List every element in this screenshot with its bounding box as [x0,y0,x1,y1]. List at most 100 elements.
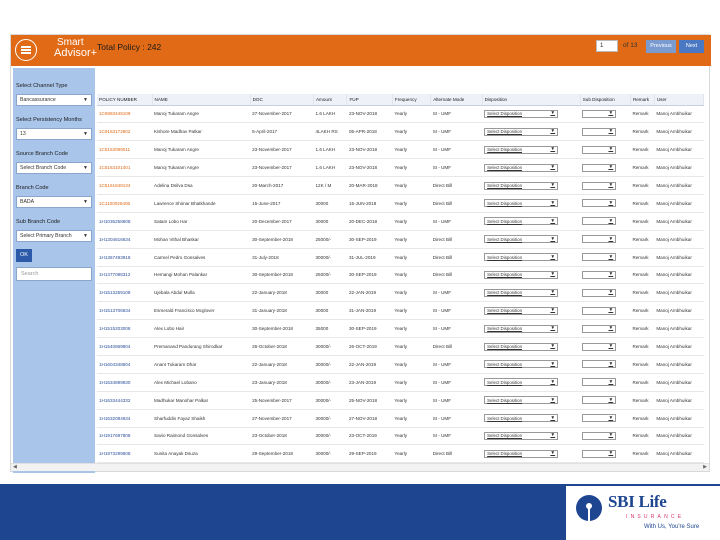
disposition-select[interactable]: Select Disposition ▼ [484,449,559,458]
table-row[interactable]: 1C1100026406 Lawrence Shimar Bhatkhande 15… [97,194,704,213]
remark-input[interactable]: Remark [630,427,655,446]
disposition-select[interactable]: Select Disposition ▼ [484,360,559,369]
remark-input[interactable]: Remark [630,266,655,285]
table-row[interactable]: 1H1513706634 Esmerald Francisco Mcglover 3… [97,301,704,321]
policy-number-cell[interactable]: 1H1632084934 [97,409,153,428]
policy-number-cell[interactable]: 1C1100026406 [97,194,153,213]
sub-disposition-select[interactable]: ▼ [582,360,617,369]
disposition-select[interactable]: Select Disposition ▼ [484,253,559,262]
next-button[interactable]: Next [679,40,704,53]
sub-disposition-select[interactable]: ▼ [582,306,617,315]
policy-number-cell[interactable]: 1H1604348604 [97,355,153,374]
table-row[interactable]: 1H1304816634 Mohan Vithal Bhaskar 30-Septe… [97,230,704,249]
table-row[interactable]: 1H1513259108 Ujebala Abdul Mulla 22-Januar… [97,283,704,303]
channel-type-select[interactable]: Bancassurance ▼ [16,94,92,106]
table-row[interactable]: 1C5163101401 Manoj Tukaram Angre 23-Novemb… [97,158,704,178]
disposition-select[interactable]: Select Disposition ▼ [484,199,559,208]
remark-input[interactable]: Remark [630,373,655,392]
search-input[interactable]: Search [16,267,92,281]
sub-disposition-select[interactable]: ▼ [582,342,617,351]
page-number-input[interactable]: 1 [596,40,618,52]
disposition-select[interactable]: Select Disposition ▼ [484,181,559,190]
previous-button[interactable]: Previous [646,40,676,53]
remark-input[interactable]: Remark [630,158,655,178]
sub-disposition-select[interactable]: ▼ [582,109,617,118]
ok-button[interactable]: OK [16,249,32,262]
table-row[interactable]: 1C5163089011 Manoj Tukaram Angre 23-Novemb… [97,140,704,160]
remark-input[interactable]: Remark [630,301,655,321]
scroll-left-icon[interactable]: ◀ [13,464,17,470]
persistency-months-select[interactable]: 13 ▼ [16,128,92,140]
disposition-select[interactable]: Select Disposition ▼ [484,396,559,405]
policy-number-cell[interactable]: 1C5163089011 [97,140,153,160]
table-row[interactable]: 1H1036258608 Satam Lobo Har 20-December-20… [97,212,704,231]
policy-number-cell[interactable]: 1H1634899930 [97,373,153,392]
sub-disposition-select[interactable]: ▼ [582,449,617,458]
policy-number-cell[interactable]: 1C6883448109 [97,105,153,124]
policy-number-cell[interactable]: 1H1917697808 [97,427,153,446]
table-row[interactable]: 1C9163172802 Kishore Madhav Patkar 5-April… [97,122,704,142]
policy-number-cell[interactable]: 1H1540869804 [97,337,153,356]
table-row[interactable]: 1H1540869804 Premanand Pandurang Shirodka… [97,337,704,356]
disposition-select[interactable]: Select Disposition ▼ [484,109,559,118]
table-row[interactable]: 1H1604348604 Anant Tukaram Dhar 22-January… [97,355,704,374]
policy-number-cell[interactable]: 1C9163172802 [97,122,153,142]
policy-number-cell[interactable]: 1H1304816634 [97,230,153,249]
table-row[interactable]: 1C5161848134 Adelina Dsilva Dsa 20-March-2… [97,176,704,195]
disposition-select[interactable]: Select Disposition ▼ [484,235,559,244]
policy-number-cell[interactable]: 1H1477088312 [97,266,153,285]
disposition-select[interactable]: Select Disposition ▼ [484,217,559,226]
remark-input[interactable]: Remark [630,212,655,231]
policy-number-cell[interactable]: 1H1633444332 [97,391,153,410]
sub-disposition-select[interactable]: ▼ [582,181,617,190]
remark-input[interactable]: Remark [630,248,655,267]
remark-input[interactable]: Remark [630,337,655,356]
sub-branch-select[interactable]: Select Primary Branch ▼ [16,230,92,242]
disposition-select[interactable]: Select Disposition ▼ [484,288,559,297]
policy-number-cell[interactable]: 1H1515203008 [97,319,153,339]
policy-number-cell[interactable]: 1H1973299608 [97,444,153,464]
disposition-select[interactable]: Select Disposition ▼ [484,163,559,172]
remark-input[interactable]: Remark [630,319,655,339]
remark-input[interactable]: Remark [630,283,655,303]
disposition-select[interactable]: Select Disposition ▼ [484,324,559,333]
table-row[interactable]: 1H1477088312 Hemangi Mohan Palankar 30-Sep… [97,266,704,285]
sub-disposition-select[interactable]: ▼ [582,396,617,405]
scroll-right-icon[interactable]: ▶ [703,464,707,470]
remark-input[interactable]: Remark [630,194,655,213]
sub-disposition-select[interactable]: ▼ [582,217,617,226]
table-row[interactable]: 1H1973299608 Sunita Anayak Dsuza 29-Septem… [97,444,704,464]
remark-input[interactable]: Remark [630,140,655,160]
sub-disposition-select[interactable]: ▼ [582,288,617,297]
sub-disposition-select[interactable]: ▼ [582,414,617,423]
table-row[interactable]: 1C6883448109 Manoj Tukaram Angre 27-Novemb… [97,105,704,124]
table-row[interactable]: 1H1367493918 Carmel Pedro Gonsalves 31-Jul… [97,248,704,267]
disposition-select[interactable]: Select Disposition ▼ [484,378,559,387]
disposition-select[interactable]: Select Disposition ▼ [484,431,559,440]
disposition-select[interactable]: Select Disposition ▼ [484,127,559,136]
disposition-select[interactable]: Select Disposition ▼ [484,306,559,315]
sub-disposition-select[interactable]: ▼ [582,270,617,279]
remark-input[interactable]: Remark [630,355,655,374]
disposition-select[interactable]: Select Disposition ▼ [484,270,559,279]
source-branch-select[interactable]: Select Branch Code ▼ [16,162,92,174]
sub-disposition-select[interactable]: ▼ [582,163,617,172]
disposition-select[interactable]: Select Disposition ▼ [484,145,559,154]
sub-disposition-select[interactable]: ▼ [582,199,617,208]
sub-disposition-select[interactable]: ▼ [582,127,617,136]
table-row[interactable]: 1H1632084934 Sharfuddin Fayaz Shaikh 27-No… [97,409,704,428]
disposition-select[interactable]: Select Disposition ▼ [484,414,559,423]
remark-input[interactable]: Remark [630,105,655,124]
table-row[interactable]: 1H1633444332 Madhukar Manohar Palkar 25-No… [97,391,704,410]
remark-input[interactable]: Remark [630,176,655,195]
remark-input[interactable]: Remark [630,122,655,142]
policy-number-cell[interactable]: 1H1513259108 [97,283,153,303]
sub-disposition-select[interactable]: ▼ [582,145,617,154]
remark-input[interactable]: Remark [630,409,655,428]
disposition-select[interactable]: Select Disposition ▼ [484,342,559,351]
sub-disposition-select[interactable]: ▼ [582,431,617,440]
policy-number-cell[interactable]: 1H1367493918 [97,248,153,267]
policy-number-cell[interactable]: 1C5161848134 [97,176,153,195]
sub-disposition-select[interactable]: ▼ [582,253,617,262]
policy-number-cell[interactable]: 1C5163101401 [97,158,153,178]
